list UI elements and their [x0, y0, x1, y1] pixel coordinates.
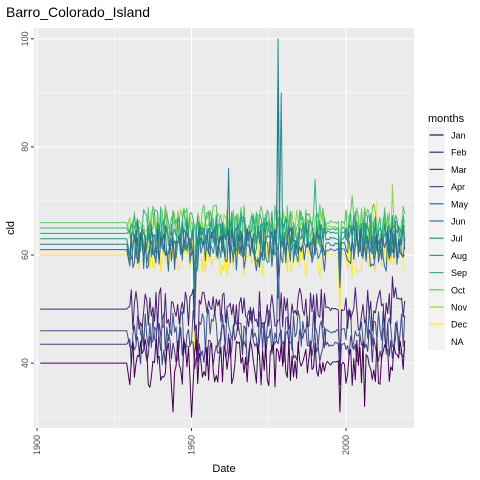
x-axis-title: Date — [212, 463, 235, 475]
x-axis: 1900 1950 2000 — [32, 428, 351, 455]
series-lines — [40, 38, 406, 418]
y-axis-title: cld — [5, 221, 17, 235]
legend-label-jan: Jan — [451, 131, 466, 141]
chart-title: Barro_Colorado_Island — [6, 4, 150, 20]
x-tick-label: 1950 — [187, 435, 197, 455]
y-axis: 40 60 80 100 — [20, 31, 34, 368]
series-line-sep — [40, 178, 406, 267]
legend-label-aug: Aug — [451, 251, 467, 261]
y-tick-label: 60 — [20, 250, 30, 260]
legend-title: months — [428, 113, 465, 125]
legend-label-sep: Sep — [451, 268, 467, 278]
legend-label-oct: Oct — [451, 285, 466, 295]
series-line-may — [40, 227, 406, 321]
legend-label-may: May — [451, 199, 469, 209]
y-tick-label: 80 — [20, 142, 30, 152]
legend-label-nov: Nov — [451, 303, 468, 313]
series-line-feb — [40, 276, 406, 386]
x-tick-label: 2000 — [341, 435, 351, 455]
legend: months Jan Feb Mar Apr May Jun Jul Aug Sep Oct Nov… — [428, 113, 469, 350]
series-line-dec — [40, 200, 406, 353]
legend-label-jun: Jun — [451, 217, 466, 227]
y-tick-label: 40 — [20, 358, 30, 368]
series-line-oct — [40, 195, 406, 272]
x-tick-label: 1900 — [32, 435, 42, 455]
legend-label-na: NA — [451, 337, 464, 347]
legend-label-apr: Apr — [451, 182, 465, 192]
legend-label-jul: Jul — [451, 234, 463, 244]
y-tick-label: 100 — [20, 31, 30, 46]
series-line-jan — [40, 338, 406, 418]
legend-label-dec: Dec — [451, 320, 468, 330]
legend-label-mar: Mar — [451, 165, 467, 175]
legend-label-feb: Feb — [451, 148, 467, 158]
legend-key-na — [428, 332, 445, 350]
